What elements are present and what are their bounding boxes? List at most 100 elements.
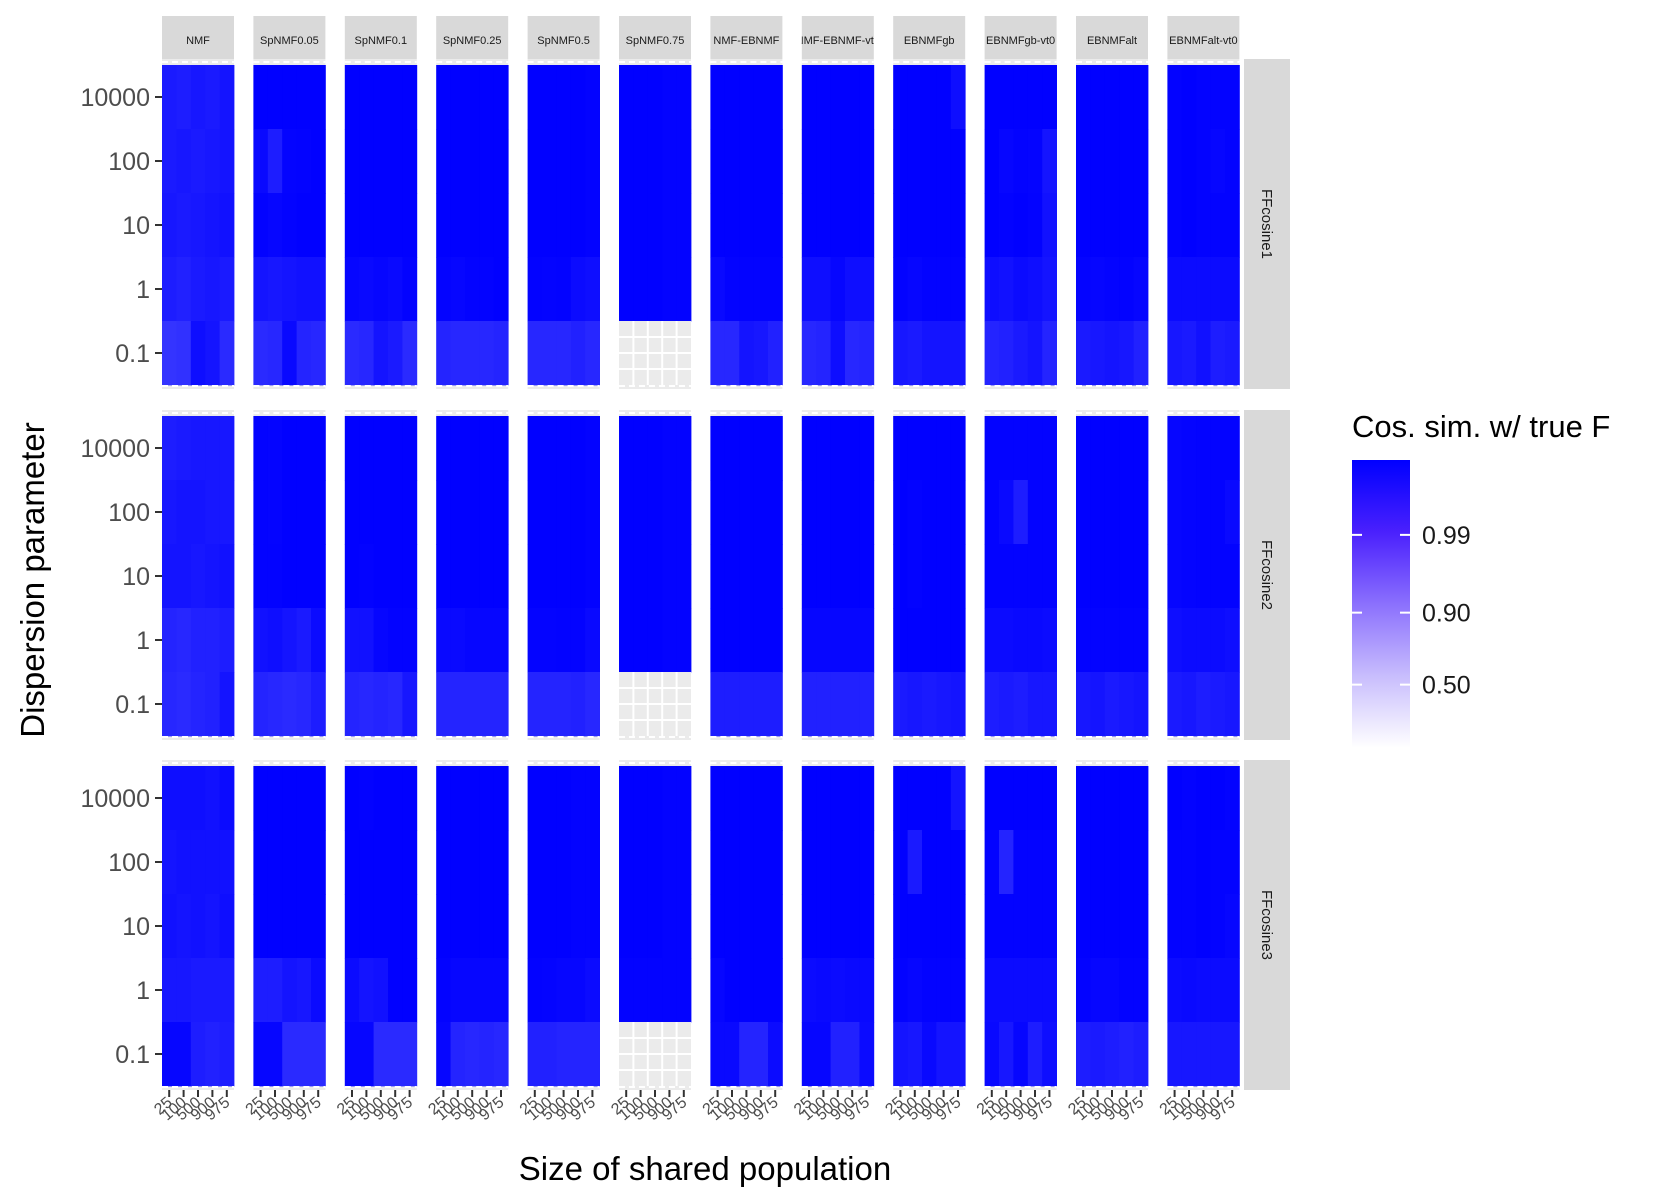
heatmap-tile bbox=[907, 65, 923, 130]
heatmap-tile bbox=[219, 894, 235, 959]
heatmap-tile bbox=[724, 544, 740, 609]
heatmap-tile bbox=[190, 321, 206, 386]
heatmap-tile bbox=[830, 416, 846, 481]
heatmap-tile bbox=[739, 830, 754, 895]
heatmap-tile bbox=[344, 894, 360, 959]
heatmap-tile bbox=[162, 894, 177, 959]
heatmap-tile bbox=[296, 766, 312, 831]
heatmap-tile bbox=[359, 129, 374, 194]
heatmap-tile bbox=[1133, 321, 1149, 386]
heatmap-tile bbox=[450, 129, 466, 194]
heatmap-tile bbox=[816, 193, 831, 258]
heatmap-tile bbox=[676, 544, 692, 609]
strip-background bbox=[527, 16, 600, 59]
heatmap-tile bbox=[176, 830, 192, 895]
heatmap-tile bbox=[999, 608, 1014, 673]
heatmap-tile bbox=[1225, 958, 1240, 1023]
heatmap-tile bbox=[984, 193, 1000, 258]
row-strip-label: FFcosine3 bbox=[1258, 890, 1275, 960]
heatmap-tile bbox=[1042, 830, 1057, 895]
heatmap-tile bbox=[922, 193, 937, 258]
heatmap-tile bbox=[893, 193, 908, 258]
facet-panel bbox=[619, 59, 692, 389]
heatmap-tile bbox=[893, 480, 908, 545]
heatmap-tile bbox=[1181, 608, 1197, 673]
heatmap-tile bbox=[816, 958, 831, 1023]
heatmap-tile bbox=[282, 65, 297, 130]
heatmap-tile bbox=[1027, 766, 1043, 831]
heatmap-tile bbox=[450, 193, 466, 258]
heatmap-tile bbox=[907, 193, 923, 258]
heatmap-tile bbox=[830, 1022, 846, 1087]
heatmap-tile bbox=[676, 830, 692, 895]
heatmap-tile bbox=[662, 544, 677, 609]
heatmap-tile bbox=[450, 958, 466, 1023]
heatmap-tile bbox=[373, 321, 389, 386]
heatmap-tile bbox=[570, 65, 586, 130]
heatmap-tile bbox=[176, 129, 192, 194]
heatmap-tile bbox=[282, 830, 297, 895]
heatmap-tile bbox=[647, 129, 663, 194]
heatmap-tile bbox=[1104, 958, 1120, 1023]
heatmap-tile bbox=[1181, 894, 1197, 959]
heatmap-tile bbox=[801, 608, 817, 673]
heatmap-tile bbox=[282, 480, 297, 545]
heatmap-tile bbox=[1119, 129, 1134, 194]
heatmap-tile bbox=[388, 65, 403, 130]
heatmap-tile bbox=[1013, 544, 1029, 609]
heatmap-tile bbox=[662, 416, 677, 481]
heatmap-tile bbox=[984, 608, 1000, 673]
heatmap-tile bbox=[710, 766, 726, 831]
heatmap-tile bbox=[1076, 958, 1091, 1023]
heatmap-tile bbox=[1042, 1022, 1057, 1087]
heatmap-tile bbox=[1090, 416, 1106, 481]
heatmap-tile bbox=[753, 416, 769, 481]
heatmap-tile bbox=[950, 608, 966, 673]
heatmap-tile bbox=[662, 193, 677, 258]
heatmap-tile bbox=[267, 672, 283, 737]
heatmap-tile bbox=[493, 894, 509, 959]
heatmap-tile bbox=[999, 544, 1014, 609]
facet-panel bbox=[1076, 760, 1149, 1090]
heatmap-tile bbox=[556, 416, 572, 481]
heatmap-tile bbox=[344, 257, 360, 322]
heatmap-tile bbox=[373, 544, 389, 609]
heatmap-tile bbox=[676, 766, 692, 831]
heatmap-tile bbox=[570, 1022, 586, 1087]
heatmap-tile bbox=[344, 65, 360, 130]
heatmap-tile bbox=[633, 894, 649, 959]
heatmap-tile bbox=[936, 958, 952, 1023]
heatmap-tile bbox=[816, 416, 831, 481]
heatmap-tile bbox=[768, 894, 783, 959]
strip-background bbox=[162, 16, 234, 59]
heatmap-tile bbox=[1210, 193, 1226, 258]
heatmap-tile bbox=[542, 608, 557, 673]
heatmap-tile bbox=[633, 65, 649, 130]
heatmap-tile bbox=[1013, 257, 1029, 322]
heatmap-tile bbox=[205, 416, 220, 481]
heatmap-tile bbox=[710, 416, 726, 481]
heatmap-tile bbox=[845, 830, 860, 895]
heatmap-tile bbox=[527, 544, 543, 609]
heatmap-tile bbox=[162, 766, 177, 831]
heatmap-tile bbox=[922, 65, 937, 130]
heatmap-tile bbox=[205, 958, 220, 1023]
heatmap-tile bbox=[190, 672, 206, 737]
heatmap-tile bbox=[219, 608, 235, 673]
heatmap-tile bbox=[450, 894, 466, 959]
heatmap-tile bbox=[936, 672, 952, 737]
heatmap-tile bbox=[465, 416, 480, 481]
heatmap-tile bbox=[893, 830, 908, 895]
heatmap-tile bbox=[724, 958, 740, 1023]
facet-panel bbox=[619, 410, 692, 740]
heatmap-tile bbox=[402, 830, 418, 895]
heatmap-tile bbox=[724, 766, 740, 831]
heatmap-tile bbox=[1133, 544, 1149, 609]
heatmap-tile bbox=[710, 672, 726, 737]
column-strip-label: NMF-EBNMF bbox=[713, 35, 779, 47]
heatmap-tile bbox=[479, 480, 495, 545]
column-strip-label: SpNMF0.05 bbox=[260, 35, 319, 47]
heatmap-tile bbox=[830, 65, 846, 130]
heatmap-tile bbox=[527, 958, 543, 1023]
heatmap-tile bbox=[219, 1022, 235, 1087]
